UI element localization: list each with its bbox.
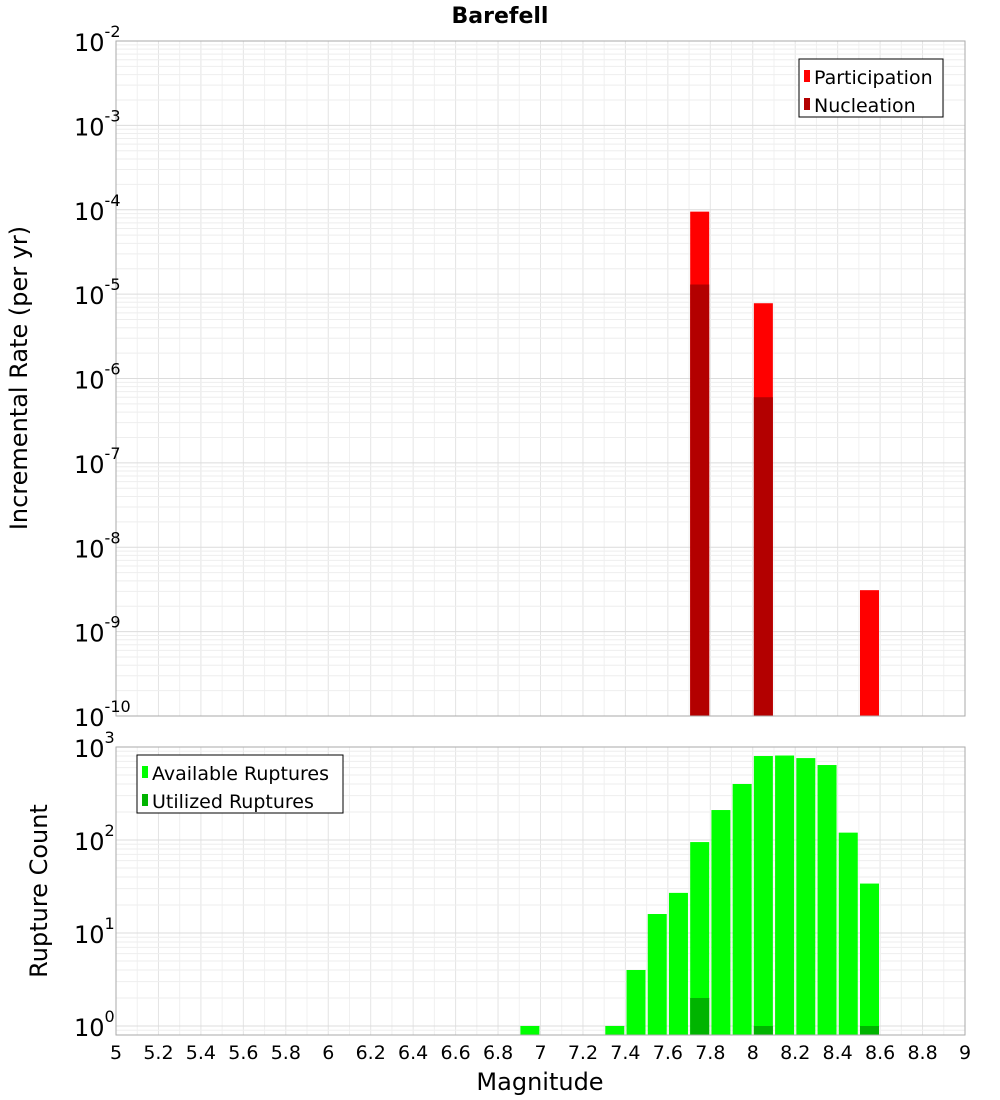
x-tick-label: 9 (959, 1042, 971, 1064)
x-tick-labels: 5 5.2 5.4 5.6 5.8 6 6.2 6.4 6.6 6.8 7 7.2 7.4 7.6 7.8 8… (110, 1042, 971, 1064)
y-tick-label: 10-7 (74, 444, 121, 479)
legend-label: Participation (814, 67, 933, 89)
bar (859, 1025, 879, 1035)
y-tick-label: 103 (74, 728, 115, 763)
bar (647, 914, 667, 1035)
rate-plot-legend: Participation Nucleation (798, 58, 944, 118)
x-tick-label: 7.8 (695, 1042, 725, 1064)
count-plot-legend: Available Ruptures Utilized Ruptures (136, 754, 344, 814)
bar (520, 1025, 540, 1035)
bar (690, 997, 710, 1035)
rate-plot-grid (115, 40, 966, 717)
y-tick-label: 10-6 (74, 360, 121, 395)
y-tick-label: 10-8 (74, 528, 121, 563)
count-y-axis-label: Rupture Count (25, 804, 53, 978)
x-axis-label: Magnitude (476, 1068, 603, 1096)
x-tick-label: 8.4 (823, 1042, 853, 1064)
bar (690, 284, 710, 716)
x-tick-label: 6.6 (440, 1042, 470, 1064)
y-tick-label: 10-9 (74, 613, 121, 648)
y-tick-label: 10-3 (74, 106, 121, 141)
x-tick-label: 6.8 (483, 1042, 513, 1064)
y-tick-label: 102 (74, 821, 115, 856)
legend-box (798, 58, 944, 118)
rate-plot-frame (115, 40, 966, 717)
x-tick-label: 7 (534, 1042, 546, 1064)
rate-plot-y-ticks: 10-10 10-9 10-8 10-7 10-6 10-5 10-4 10-3 10-2 (74, 22, 131, 732)
bar (817, 765, 837, 1035)
bar (690, 842, 710, 1035)
rate-plot-bars (690, 211, 879, 716)
x-tick-label: 5 (110, 1042, 122, 1064)
y-tick-label: 10-10 (74, 697, 131, 732)
chart-title: Barefell (452, 4, 549, 29)
y-tick-label: 10-2 (74, 22, 121, 57)
x-tick-label: 7.4 (610, 1042, 640, 1064)
x-tick-label: 8.6 (865, 1042, 895, 1064)
x-tick-label: 5.8 (271, 1042, 301, 1064)
legend-swatch (142, 794, 148, 806)
x-tick-label: 7.6 (653, 1042, 683, 1064)
x-tick-label: 8 (747, 1042, 759, 1064)
x-tick-label: 6.2 (356, 1042, 386, 1064)
x-tick-label: 7.2 (568, 1042, 598, 1064)
count-plot-bars (520, 755, 879, 1035)
bar (711, 810, 731, 1035)
legend-swatch (804, 70, 810, 82)
bar (775, 755, 795, 1035)
bar (753, 756, 773, 1035)
bar (796, 758, 816, 1035)
x-tick-label: 8.2 (780, 1042, 810, 1064)
legend-swatch (804, 98, 810, 110)
bar (626, 969, 646, 1035)
x-tick-label: 8.8 (907, 1042, 937, 1064)
count-plot: 100 101 102 103 5 5.2 5.4 5.6 5.8 6 6.2 6.4 6.6 6.8 7… (74, 728, 971, 1064)
count-plot-y-ticks: 100 101 102 103 (74, 728, 115, 1042)
bar (732, 784, 752, 1035)
bar (753, 397, 773, 716)
bar (605, 1025, 625, 1035)
bar (859, 590, 879, 716)
bar (838, 832, 858, 1035)
legend-label: Utilized Ruptures (152, 791, 314, 813)
bar (859, 883, 879, 1035)
rate-y-axis-label: Incremental Rate (per yr) (5, 226, 33, 530)
legend-label: Available Ruptures (152, 763, 329, 785)
y-tick-label: 10-4 (74, 191, 121, 226)
y-tick-label: 10-5 (74, 275, 121, 310)
x-tick-label: 6 (322, 1042, 334, 1064)
x-tick-label: 6.4 (398, 1042, 428, 1064)
bar (668, 892, 688, 1035)
x-tick-label: 5.4 (186, 1042, 216, 1064)
legend-box (136, 754, 344, 814)
rate-plot: 10-10 10-9 10-8 10-7 10-6 10-5 10-4 10-3 10-2 Pa… (74, 22, 966, 732)
x-tick-label: 5.2 (143, 1042, 173, 1064)
legend-label: Nucleation (814, 95, 916, 117)
y-tick-label: 101 (74, 914, 115, 949)
count-plot-frame (115, 746, 966, 1036)
y-tick-label: 100 (74, 1007, 115, 1042)
legend-swatch (142, 766, 148, 778)
bar (753, 1025, 773, 1035)
x-tick-label: 5.6 (228, 1042, 258, 1064)
